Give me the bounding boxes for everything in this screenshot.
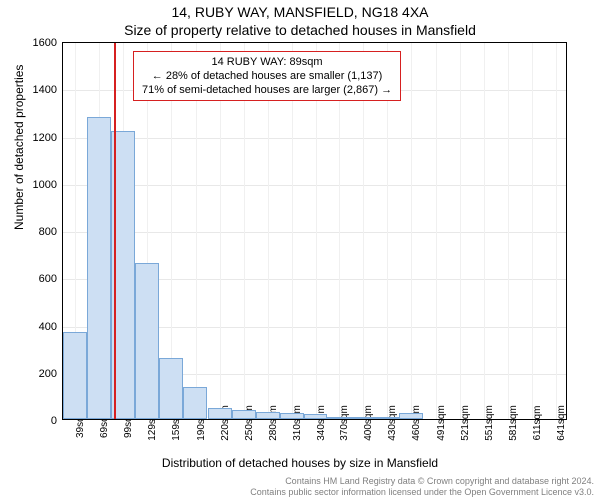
- histogram-bar: [63, 332, 87, 419]
- histogram-bar: [399, 413, 423, 419]
- x-tick-label: 491sqm: [436, 405, 447, 441]
- x-tick-label: 310sqm: [292, 405, 303, 441]
- histogram-bar: [208, 408, 232, 419]
- y-tick-label: 800: [39, 226, 57, 238]
- y-tick-label: 1000: [33, 179, 57, 191]
- x-tick-label: 521sqm: [460, 405, 471, 441]
- page-title-subtitle: Size of property relative to detached ho…: [0, 22, 600, 38]
- gridline-horizontal: [63, 185, 566, 186]
- annotation-larger: 71% of semi-detached houses are larger (…: [142, 83, 392, 97]
- x-tick-label: 340sqm: [316, 405, 327, 441]
- x-tick-label: 460sqm: [411, 405, 422, 441]
- gridline-vertical: [411, 43, 412, 419]
- annotation-title: 14 RUBY WAY: 89sqm: [142, 55, 392, 69]
- x-tick-label: 400sqm: [363, 405, 374, 441]
- footer-attribution: Contains HM Land Registry data © Crown c…: [250, 476, 594, 498]
- footer-line-2: Contains public sector information licen…: [250, 487, 594, 498]
- y-tick-label: 0: [51, 415, 57, 427]
- x-tick-label: 280sqm: [268, 405, 279, 441]
- x-tick-label: 581sqm: [508, 405, 519, 441]
- property-annotation-box: 14 RUBY WAY: 89sqm ← 28% of detached hou…: [133, 51, 401, 101]
- gridline-vertical: [556, 43, 557, 419]
- histogram-bar: [327, 417, 351, 419]
- x-tick-label: 611sqm: [532, 406, 543, 441]
- x-tick-label: 551sqm: [484, 405, 495, 441]
- x-tick-label: 430sqm: [387, 405, 398, 441]
- histogram-plot-area: 0200400600800100012001400160039sqm69sqm9…: [62, 42, 567, 420]
- y-axis-label: Number of detached properties: [12, 65, 26, 230]
- histogram-bar: [183, 387, 207, 419]
- histogram-bar: [135, 263, 159, 419]
- page-title-address: 14, RUBY WAY, MANSFIELD, NG18 4XA: [0, 4, 600, 20]
- y-tick-label: 1400: [33, 84, 57, 96]
- footer-line-1: Contains HM Land Registry data © Crown c…: [250, 476, 594, 487]
- y-tick-label: 1200: [33, 132, 57, 144]
- y-tick-label: 200: [39, 368, 57, 380]
- histogram-bar: [256, 412, 280, 419]
- gridline-vertical: [532, 43, 533, 419]
- x-tick-label: 641sqm: [556, 405, 567, 441]
- gridline-vertical: [484, 43, 485, 419]
- y-tick-label: 1600: [33, 37, 57, 49]
- annotation-smaller: ← 28% of detached houses are smaller (1,…: [142, 69, 392, 83]
- histogram-bar: [159, 358, 183, 419]
- histogram-bar: [232, 410, 256, 419]
- x-axis-label: Distribution of detached houses by size …: [0, 456, 600, 470]
- histogram-bar: [87, 117, 111, 419]
- gridline-vertical: [460, 43, 461, 419]
- gridline-vertical: [436, 43, 437, 419]
- gridline-horizontal: [63, 138, 566, 139]
- x-tick-label: 370sqm: [339, 405, 350, 441]
- histogram-bar: [304, 414, 328, 419]
- gridline-vertical: [508, 43, 509, 419]
- gridline-horizontal: [63, 232, 566, 233]
- y-tick-label: 600: [39, 273, 57, 285]
- histogram-bar: [351, 417, 375, 419]
- property-marker-line: [114, 43, 116, 419]
- histogram-bar: [375, 417, 399, 419]
- y-tick-label: 400: [39, 321, 57, 333]
- histogram-bar: [280, 413, 304, 419]
